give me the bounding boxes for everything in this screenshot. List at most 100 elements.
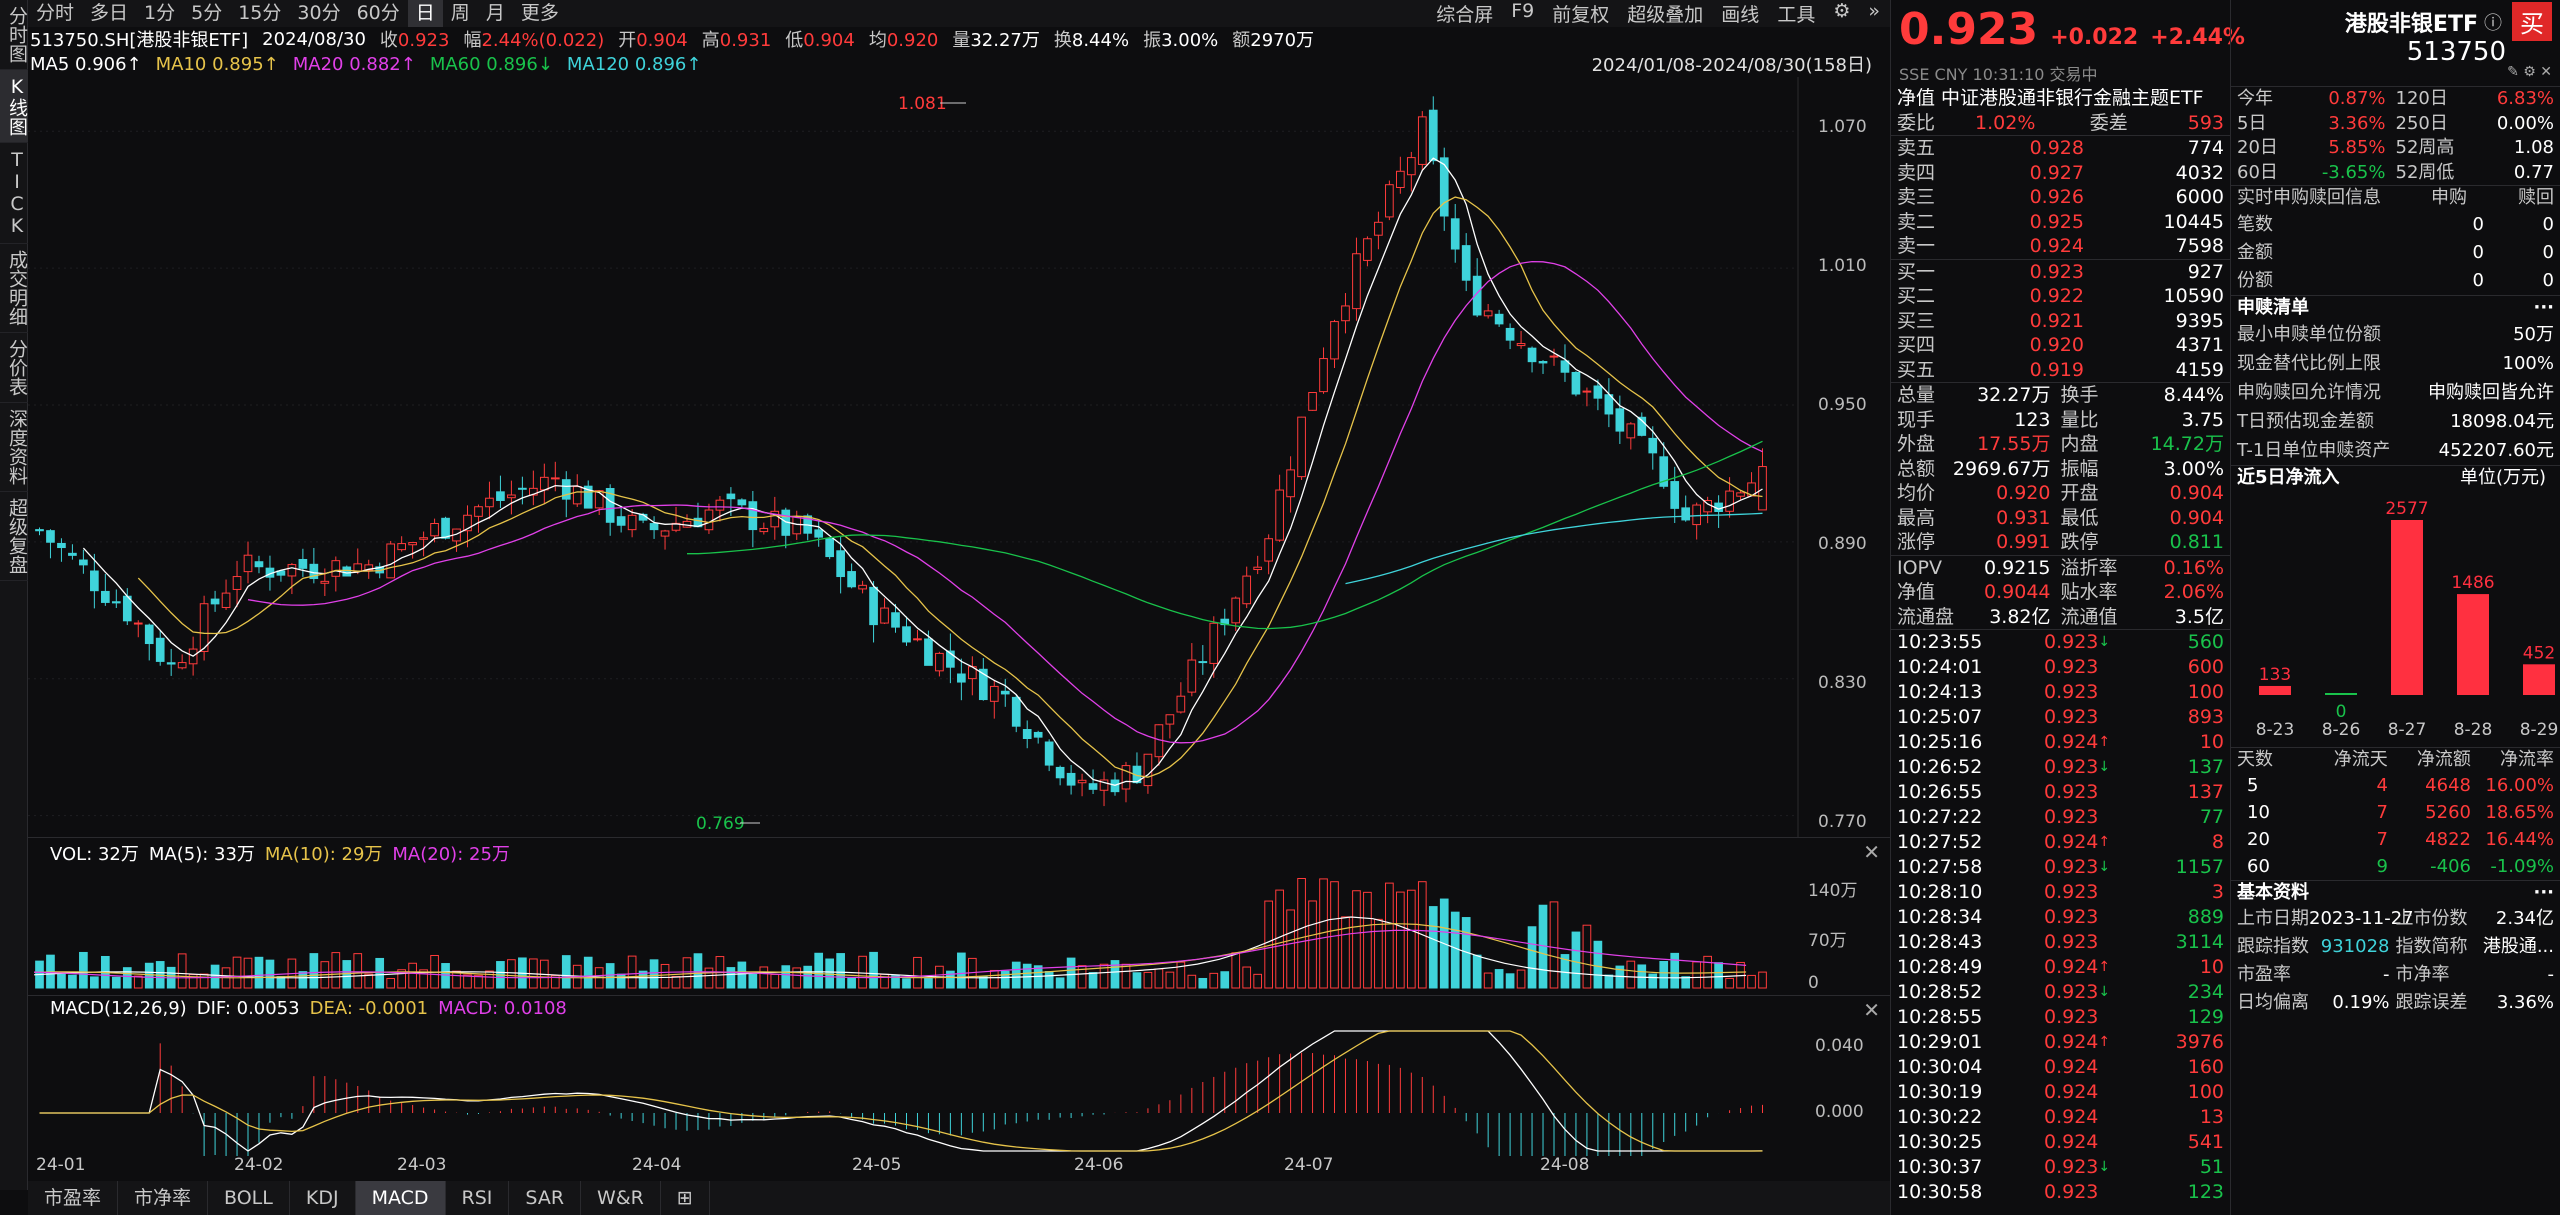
add-indicator-icon[interactable]: ⊞ xyxy=(661,1181,710,1215)
period-tab[interactable]: 月 xyxy=(485,2,505,24)
ask-row[interactable]: 卖一 0.924 7598 xyxy=(1891,234,2230,259)
redeem-row: 笔数 0 0 xyxy=(2231,211,2560,239)
ask-row[interactable]: 卖五 0.928 774 xyxy=(1891,136,2230,161)
tick-row[interactable]: 10:28:55 0.923 129 xyxy=(1891,1005,2230,1030)
period-tab-more[interactable]: 更多 xyxy=(520,2,559,24)
volume-panel[interactable]: VOL: 32万 MA(5): 33万 MA(10): 29万 MA(20): … xyxy=(28,837,1890,995)
ask-volume: 10445 xyxy=(2163,210,2224,233)
period-tab[interactable]: 多日 xyxy=(90,2,129,24)
tab-super-replay[interactable]: 超级复盘 xyxy=(0,492,28,581)
period-tab[interactable]: 1分 xyxy=(144,2,176,24)
tab-trade-detail[interactable]: 成交明细 xyxy=(0,244,28,333)
close-icon[interactable]: ✕ xyxy=(2540,64,2552,80)
tick-row[interactable]: 10:28:52 0.923 ↓ 234 xyxy=(1891,980,2230,1005)
kline-chart[interactable]: 1.070 1.010 0.950 0.890 0.830 0.770 1.08… xyxy=(28,77,1890,837)
period-tab[interactable]: 分时 xyxy=(36,2,75,24)
ask-row[interactable]: 卖二 0.925 10445 xyxy=(1891,210,2230,235)
macd-panel[interactable]: MACD(12,26,9) DIF: 0.0053 DEA: -0.0001 M… xyxy=(28,995,1890,1212)
tick-row[interactable]: 10:30:19 0.924 100 xyxy=(1891,1080,2230,1105)
period-tab[interactable]: 30分 xyxy=(297,2,341,24)
toolbar-composite[interactable]: 综合屏 xyxy=(1436,4,1494,26)
volume-bar xyxy=(1165,971,1175,989)
tab-depth-info[interactable]: 深度资料 xyxy=(0,403,28,492)
tick-row[interactable]: 10:24:13 0.923 100 xyxy=(1891,680,2230,705)
toolbar-overlay[interactable]: 超级叠加 xyxy=(1627,4,1704,26)
bid-row[interactable]: 买一 0.923 927 xyxy=(1891,260,2230,285)
toolbar-draw[interactable]: 画线 xyxy=(1721,4,1760,26)
volume-bar xyxy=(737,961,747,989)
close-icon[interactable]: ✕ xyxy=(1863,840,1880,864)
indicator-tab[interactable]: SAR xyxy=(509,1181,582,1215)
indicator-tab[interactable]: 市净率 xyxy=(118,1181,209,1215)
bid-row[interactable]: 买四 0.920 4371 xyxy=(1891,333,2230,358)
tick-row[interactable]: 10:28:49 0.924 ↑ 10 xyxy=(1891,955,2230,980)
tick-row[interactable]: 10:28:34 0.923 889 xyxy=(1891,905,2230,930)
edit-icon[interactable]: ✎ xyxy=(2507,64,2519,80)
indicator-tab[interactable]: KDJ xyxy=(290,1181,356,1215)
candle-body xyxy=(737,499,747,506)
tab-kline[interactable]: K线图 xyxy=(0,70,28,143)
indicator-tab[interactable]: BOLL xyxy=(208,1181,290,1215)
more-icon[interactable]: ··· xyxy=(2533,296,2554,318)
bid-row[interactable]: 买三 0.921 9395 xyxy=(1891,309,2230,334)
kline-panel[interactable]: 1.070 1.010 0.950 0.890 0.830 0.770 1.08… xyxy=(28,77,1890,837)
bid-row[interactable]: 买五 0.919 4159 xyxy=(1891,358,2230,383)
period-tab[interactable]: 5分 xyxy=(191,2,223,24)
period-tab[interactable]: 15分 xyxy=(238,2,282,24)
tick-row[interactable]: 10:25:07 0.923 893 xyxy=(1891,705,2230,730)
volume-chart[interactable]: 140万 70万 0 xyxy=(28,838,1890,996)
toolbar-f9[interactable]: F9 xyxy=(1511,0,1535,22)
indicator-tab[interactable]: RSI xyxy=(446,1181,510,1215)
stat-value: 3.75 xyxy=(2181,408,2224,431)
tick-row[interactable]: 10:27:58 0.923 ↓ 1157 xyxy=(1891,855,2230,880)
tab-intraday[interactable]: 分时图 xyxy=(0,0,28,70)
tick-row[interactable]: 10:27:52 0.924 ↑ 8 xyxy=(1891,830,2230,855)
tick-row[interactable]: 10:28:10 0.923 3 xyxy=(1891,880,2230,905)
candle-body xyxy=(364,564,374,571)
panel-tools[interactable]: ✎ ⚙ ✕ xyxy=(2231,64,2560,86)
period-tab[interactable]: 周 xyxy=(450,2,470,24)
buy-button[interactable]: 买 xyxy=(2512,2,2552,41)
candle-body xyxy=(507,494,516,499)
expand-icon[interactable]: » xyxy=(1868,0,1880,22)
indicator-tab[interactable]: W&R xyxy=(581,1181,661,1215)
ask-row[interactable]: 卖四 0.927 4032 xyxy=(1891,161,2230,186)
tab-tick[interactable]: TICK xyxy=(0,143,28,244)
tick-row[interactable]: 10:30:25 0.924 541 xyxy=(1891,1130,2230,1155)
tick-row[interactable]: 10:26:52 0.923 ↓ 137 xyxy=(1891,755,2230,780)
iopv-stats: IOPV 0.9215 溢折率 0.16% 净值 0.9044 贴水率 2.06% 流通盘 3… xyxy=(1891,554,2230,630)
ask-row[interactable]: 卖三 0.926 6000 xyxy=(1891,185,2230,210)
toolbar-adjust[interactable]: 前复权 xyxy=(1552,4,1610,26)
tick-time: 10:25:16 xyxy=(1897,731,1983,753)
indicator-tab-macd[interactable]: MACD xyxy=(355,1181,446,1215)
candle-body xyxy=(1571,371,1581,395)
tick-row[interactable]: 10:27:22 0.923 77 xyxy=(1891,805,2230,830)
tick-row[interactable]: 10:29:01 0.924 ↑ 3976 xyxy=(1891,1030,2230,1055)
bid-row[interactable]: 买二 0.922 10590 xyxy=(1891,284,2230,309)
settings-icon[interactable]: ⚙ xyxy=(2523,64,2536,80)
gear-icon[interactable]: ⚙ xyxy=(1833,0,1851,22)
date-range[interactable]: 2024/01/08-2024/08/30(158日) xyxy=(1591,55,1872,76)
info-icon[interactable]: ⓘ xyxy=(2484,12,2502,34)
period-tab-daily[interactable]: 日 xyxy=(407,0,443,27)
toolbar-tools[interactable]: 工具 xyxy=(1777,4,1816,26)
indicator-tab[interactable]: 市盈率 xyxy=(28,1181,119,1215)
more-icon[interactable]: ··· xyxy=(2533,882,2554,903)
tick-row[interactable]: 10:26:55 0.923 137 xyxy=(1891,780,2230,805)
close-icon[interactable]: ✕ xyxy=(1863,998,1880,1022)
list-value: 18098.04元 xyxy=(2450,410,2554,432)
tick-row[interactable]: 10:30:58 0.923 123 xyxy=(1891,1180,2230,1205)
tick-row[interactable]: 10:25:16 0.924 ↑ 10 xyxy=(1891,730,2230,755)
tick-row[interactable]: 10:30:37 0.923 ↓ 51 xyxy=(1891,1155,2230,1180)
tick-row[interactable]: 10:30:04 0.924 160 xyxy=(1891,1055,2230,1080)
tab-price-table[interactable]: 分价表 xyxy=(0,333,28,403)
tick-row[interactable]: 10:28:43 0.923 3114 xyxy=(1891,930,2230,955)
tick-row[interactable]: 10:24:01 0.923 600 xyxy=(1891,655,2230,680)
tick-list[interactable]: 10:23:55 0.923 ↓ 560 10:24:01 0.923 600 10:… xyxy=(1891,629,2230,1205)
basic-label: 日均偏离 xyxy=(2237,992,2309,1013)
tick-row[interactable]: 10:30:22 0.924 13 xyxy=(1891,1105,2230,1130)
iopv-row: 流通盘 3.82亿 流通值 3.5亿 xyxy=(1891,605,2230,630)
period-tab[interactable]: 60分 xyxy=(356,2,400,24)
macd-chart[interactable]: 0.040 0.000 xyxy=(28,996,1890,1212)
tick-row[interactable]: 10:23:55 0.923 ↓ 560 xyxy=(1891,630,2230,655)
